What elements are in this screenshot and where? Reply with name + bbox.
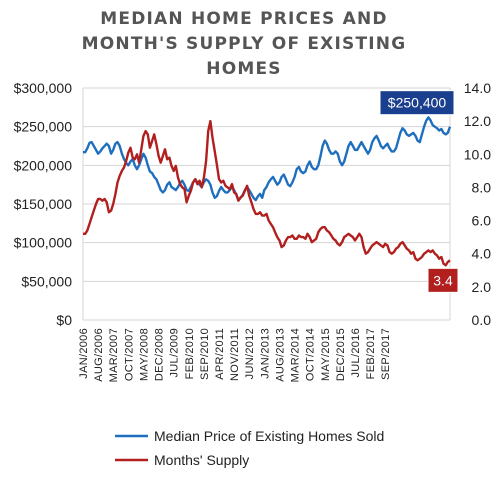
callout-box-latest-price (379, 90, 455, 116)
chart-title-line-2: MONTH'S SUPPLY OF EXISTING (82, 34, 407, 54)
chart-title-line-3: HOMES (206, 59, 281, 79)
x-tick-label: JAN/2006 (78, 328, 90, 379)
callouts: $250,400 3.4 (379, 90, 459, 293)
legend-label-median-price: Median Price of Existing Homes Sold (154, 428, 384, 444)
chart-title-line-1: MEDIAN HOME PRICES AND (100, 9, 387, 29)
y-left-tick-label: $150,000 (14, 196, 73, 212)
y-right-tick-label: 6.0 (472, 213, 492, 229)
callout-label-latest-supply: 3.4 (433, 272, 453, 288)
x-tick-label: JUL/2009 (169, 328, 181, 378)
y-left-tick-label: $300,000 (14, 80, 73, 96)
series-layer (83, 116, 452, 267)
series-line-months-supply (83, 119, 451, 267)
x-tick-label: DEC/2008 (154, 328, 166, 381)
x-tick-label: OCT/2007 (123, 328, 135, 381)
y-axis-left-labels: $0 $50,000 $100,000 $150,000 $200,000 $250,00… (14, 80, 73, 328)
x-tick-label: DEC/2015 (335, 328, 347, 381)
legend-label-months-supply: Months' Supply (154, 452, 249, 468)
x-tick-label: OCT/2014 (305, 328, 317, 381)
y-left-tick-label: $0 (56, 312, 72, 328)
legend: Median Price of Existing Homes Sold Mont… (115, 428, 384, 468)
y-right-tick-label: 2.0 (472, 279, 492, 295)
x-tick-label: AUG/2013 (274, 328, 286, 382)
x-tick-label: APR/2011 (214, 328, 226, 380)
x-tick-label: SEP/2010 (199, 328, 211, 380)
y-right-tick-label: 8.0 (472, 179, 492, 195)
x-tick-label: JAN/2013 (259, 328, 271, 379)
y-right-tick-label: 12.0 (464, 113, 491, 129)
y-right-tick-label: 0.0 (472, 312, 492, 328)
x-tick-label: MAR/2014 (290, 328, 302, 382)
series-line-median-price (83, 116, 452, 202)
callout-box-latest-supply (427, 267, 459, 293)
y-left-tick-label: $100,000 (14, 235, 73, 251)
callout-label-latest-price: $250,400 (388, 95, 447, 111)
y-right-tick-label: 4.0 (472, 246, 492, 262)
x-tick-label: FEB/2010 (184, 328, 196, 379)
x-axis-labels: JAN/2006 AUG/2006 MAR/2007 OCT/2007 MAY/2008… (78, 328, 392, 382)
x-tick-label: NOV/2011 (229, 328, 241, 381)
x-tick-label: JUL/2016 (350, 328, 362, 378)
x-tick-label: FEB/2017 (365, 328, 377, 379)
gridlines (82, 87, 451, 321)
x-tick-label: MAY/2015 (320, 328, 332, 381)
y-left-tick-label: $200,000 (14, 157, 73, 173)
x-tick-label: MAY/2008 (138, 328, 150, 381)
x-tick-label: JUN/2012 (244, 328, 256, 379)
y-right-tick-label: 10.0 (464, 146, 491, 162)
y-right-tick-label: 14.0 (464, 80, 491, 96)
y-left-tick-label: $50,000 (21, 273, 72, 289)
x-tick-label: AUG/2006 (93, 328, 105, 382)
x-tick-label: SEP/2017 (380, 328, 392, 380)
y-left-tick-label: $250,000 (14, 119, 73, 135)
x-tick-label: MAR/2007 (108, 328, 120, 382)
y-axis-right-labels: 0.0 2.0 4.0 6.0 8.0 10.0 12.0 14.0 (464, 80, 491, 328)
